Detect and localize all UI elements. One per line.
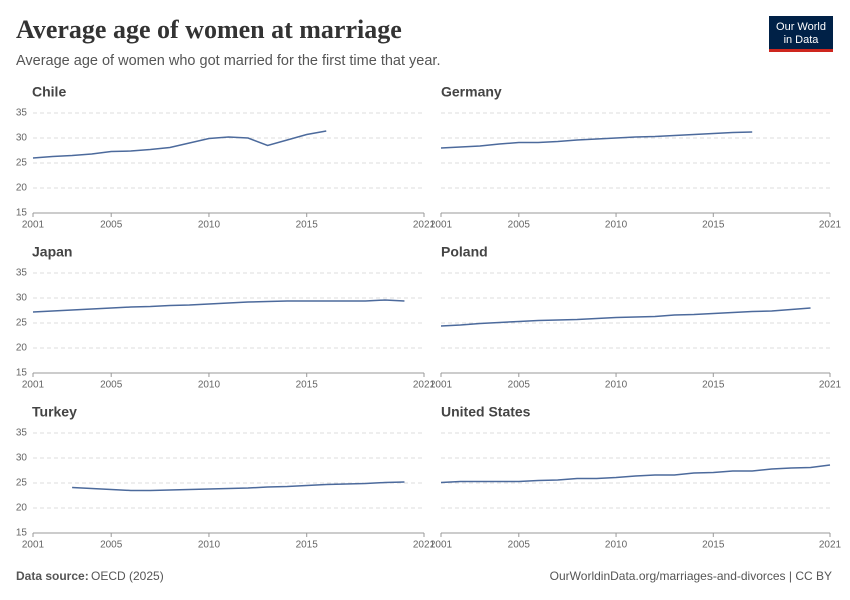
x-tick-label: 2005 (508, 380, 531, 391)
x-tick-label: 2021 (413, 540, 436, 551)
source-label: Data source: (16, 569, 89, 583)
x-tick-label: 2015 (296, 220, 319, 231)
x-tick-label: 2005 (508, 220, 531, 231)
y-tick-label: 15 (16, 368, 28, 379)
x-tick-label: 2010 (605, 380, 628, 391)
line (440, 464, 831, 484)
y-tick-label: 30 (16, 453, 28, 464)
y-tick-label: 35 (16, 428, 28, 439)
y-tick-label: 35 (16, 108, 28, 119)
line (72, 481, 405, 492)
y-tick-label: 25 (16, 478, 28, 489)
x-tick-label: 2015 (296, 540, 319, 551)
x-tick-label: 2015 (296, 380, 319, 391)
x-tick-label: 2021 (413, 220, 436, 231)
x-tick-label: 2021 (819, 540, 842, 551)
y-tick-label: 15 (16, 208, 28, 219)
x-tick-label: 2010 (198, 540, 221, 551)
line (32, 299, 405, 313)
x-tick-label: 2005 (100, 540, 123, 551)
x-tick-label: 2001 (430, 540, 453, 551)
panel-title: Japan (32, 244, 72, 260)
x-tick-label: 2001 (430, 220, 453, 231)
panel-title: Turkey (32, 404, 77, 420)
panel-title: United States (441, 404, 531, 420)
x-tick-label: 2021 (819, 380, 842, 391)
x-tick-label: 2001 (22, 540, 45, 551)
x-tick-label: 2015 (702, 380, 725, 391)
logo-text: Our World (776, 21, 826, 33)
x-tick-label: 2010 (198, 220, 221, 231)
y-tick-label: 20 (16, 183, 28, 194)
x-tick-label: 2010 (198, 380, 221, 391)
panel-title: Chile (32, 84, 66, 100)
y-tick-label: 25 (16, 318, 28, 329)
line (32, 130, 327, 159)
y-tick-label: 35 (16, 268, 28, 279)
chart-title: Average age of women at marriage (16, 15, 402, 44)
x-tick-label: 2010 (605, 220, 628, 231)
x-tick-label: 2001 (430, 380, 453, 391)
chart-subtitle: Average age of women who got married for… (16, 53, 440, 69)
line (440, 131, 753, 149)
panel-title: Poland (441, 244, 488, 260)
x-tick-label: 2015 (702, 540, 725, 551)
x-tick-label: 2001 (22, 380, 45, 391)
footer-url[interactable]: OurWorldinData.org/marriages-and-divorce… (550, 569, 832, 583)
line (440, 307, 811, 327)
logo-text: in Data (784, 34, 820, 46)
x-tick-label: 2005 (100, 380, 123, 391)
x-tick-label: 2010 (605, 540, 628, 551)
logo-bar (769, 49, 833, 52)
panel-title: Germany (441, 84, 502, 100)
x-tick-label: 2015 (702, 220, 725, 231)
x-tick-label: 2021 (819, 220, 842, 231)
y-tick-label: 25 (16, 158, 28, 169)
y-tick-label: 30 (16, 133, 28, 144)
y-tick-label: 30 (16, 293, 28, 304)
y-tick-label: 20 (16, 343, 28, 354)
y-tick-label: 15 (16, 528, 28, 539)
y-tick-label: 20 (16, 503, 28, 514)
x-tick-label: 2001 (22, 220, 45, 231)
x-tick-label: 2005 (508, 540, 531, 551)
x-tick-label: 2021 (413, 380, 436, 391)
logo[interactable] (769, 16, 833, 52)
x-tick-label: 2005 (100, 220, 123, 231)
source: OECD (2025) (91, 569, 164, 583)
